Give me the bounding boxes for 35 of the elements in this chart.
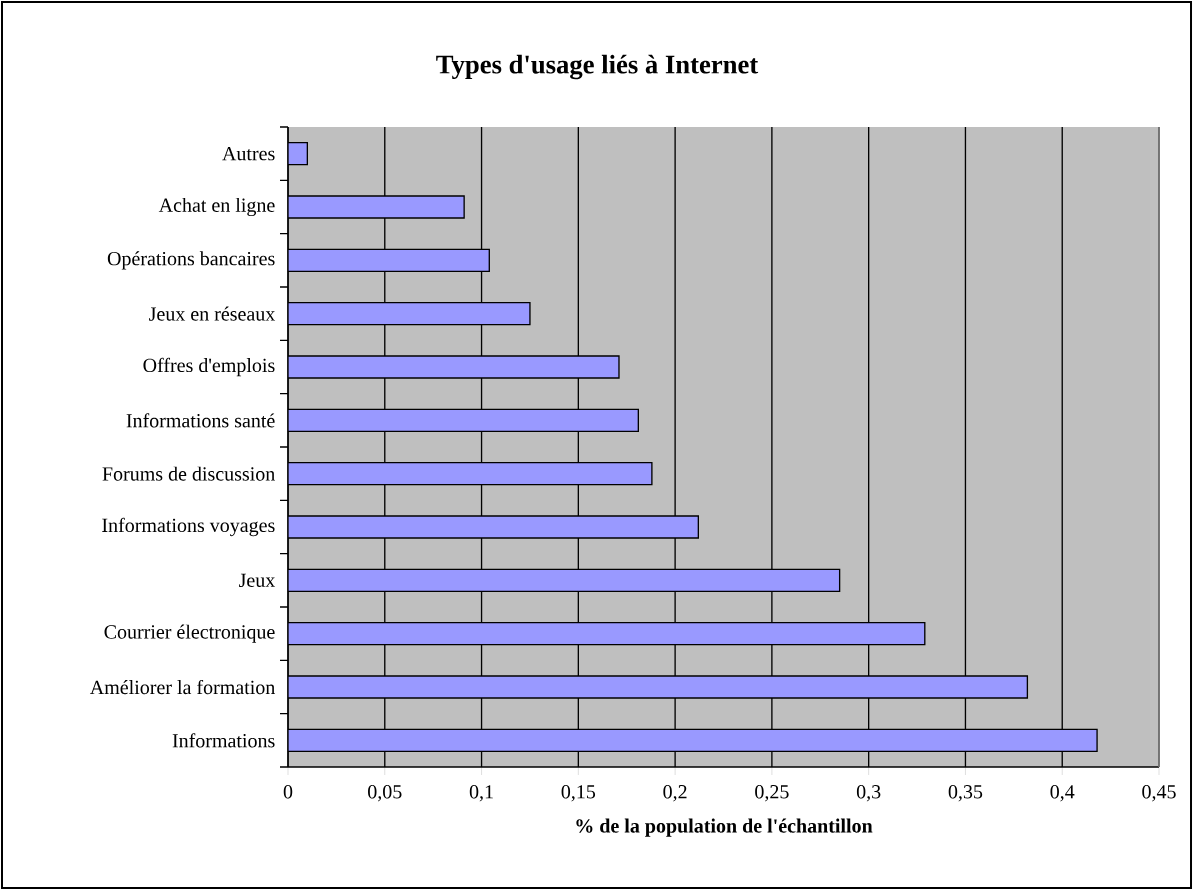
y-tick-label: Offres d'emplois [143,357,275,377]
chart-title: Types d'usage liés à Internet [436,54,759,80]
y-tick-label: Jeux [239,573,276,587]
x-tick-label: 0 [283,785,293,799]
y-tick-label: Améliorer la formation [89,679,276,695]
y-tick-label: Autres [222,146,275,161]
bar [288,568,841,593]
y-tick-label: Jeux en réseaux [149,306,276,321]
x-tick-label: 0,2 [663,785,687,802]
bar [288,408,640,433]
y-tick-label: Informations santé [126,413,275,428]
x-axis-title: % de la population de l'échantillon [576,818,873,837]
bar [288,675,1029,699]
bar [288,515,700,539]
bar [288,248,490,273]
x-tick-label: 0,15 [561,785,596,802]
x-tick-label: 0,35 [948,785,983,802]
bar [288,195,465,219]
x-tick-label: 0,05 [368,785,402,802]
y-tick-label: Forums de discussion [102,466,275,481]
y-tick-label: Informations voyages [102,517,275,537]
bar [288,302,531,326]
x-tick-label: 0,3 [856,785,881,802]
bar [288,355,620,379]
x-tick-label: 0,4 [1050,785,1075,802]
y-tick-label: Opérations bancaires [107,251,275,270]
x-tick-label: 0,25 [755,785,789,802]
y-tick-label: Courrier électronique [104,624,275,643]
y-tick-label: Achat en ligne [158,197,275,217]
y-tick-label: Informations [172,733,275,748]
bar [288,622,926,646]
bar [288,728,1098,753]
x-tick-label: 0,45 [1142,785,1176,802]
x-tick-label: 0,1 [469,785,493,802]
bar [288,462,653,486]
